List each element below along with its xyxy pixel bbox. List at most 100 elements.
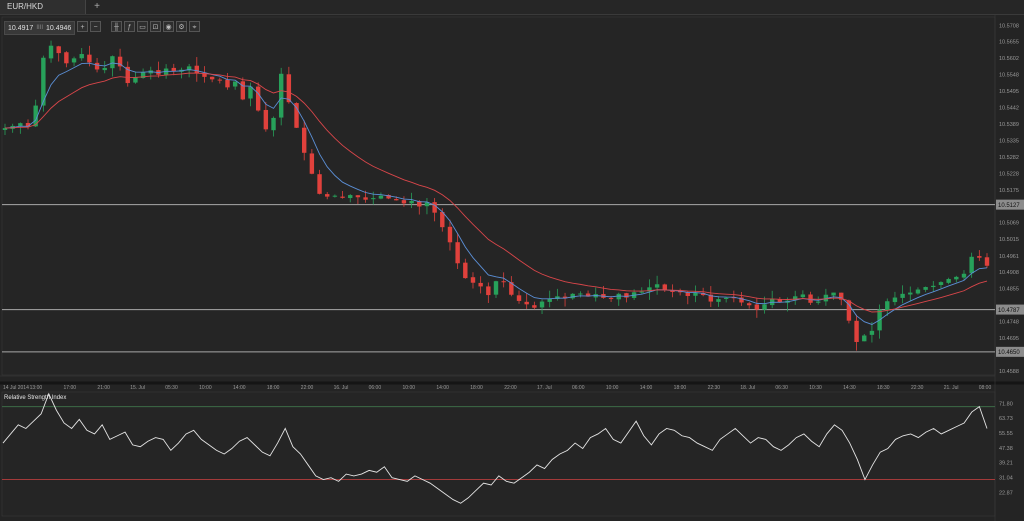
time-tick-label: 18:00 <box>674 385 687 391</box>
candle-body <box>401 200 407 204</box>
chart-style-icon[interactable]: ╫ <box>111 21 122 32</box>
candle-body <box>654 284 660 288</box>
time-tick-label: 22:30 <box>911 385 924 391</box>
time-tick-label: 21:00 <box>97 385 110 391</box>
objects-icon[interactable]: ▭ <box>137 21 148 32</box>
zoom-out-icon[interactable]: − <box>90 21 101 32</box>
candle-body <box>225 79 230 88</box>
candle-body <box>547 298 552 302</box>
candle-body <box>417 201 422 207</box>
chart-canvas[interactable]: 10.5127 10.4787 10.4650 10.5708 10.5655 10.56… <box>0 15 1024 521</box>
zoom-in-icon[interactable]: + <box>77 21 88 32</box>
candle-body <box>938 282 944 285</box>
candle-body <box>839 292 844 300</box>
quote-separator: IIII <box>36 25 43 31</box>
price-tick-label: 10.4588 <box>999 369 1019 375</box>
candle-body <box>309 153 315 174</box>
candle-body <box>731 297 737 299</box>
price-tick-label: 10.5655 <box>999 40 1019 46</box>
rsi-title: Relative Strength Index <box>4 395 66 401</box>
indicators-icon[interactable]: ƒ <box>124 21 135 32</box>
rsi-tick-label: 63.73 <box>999 416 1013 422</box>
candle-body <box>977 256 982 258</box>
price-tick-label: 10.4961 <box>999 254 1019 260</box>
time-tick-label: 17. Jul <box>537 385 552 391</box>
candle-body <box>171 67 176 72</box>
candle-body <box>271 117 276 131</box>
candle-body <box>71 58 77 63</box>
candle-body <box>700 293 706 296</box>
settings-icon[interactable]: ⚙ <box>176 21 187 32</box>
candle-body <box>56 46 61 54</box>
time-tick-label: 15. Jul <box>130 385 145 391</box>
candle-body <box>79 54 84 59</box>
candle-body <box>455 242 460 264</box>
candle-body <box>486 286 491 296</box>
price-level-label: 10.4787 <box>998 308 1020 314</box>
candle-body <box>662 284 667 291</box>
candle-body <box>539 301 545 308</box>
candle-body <box>470 277 476 283</box>
candle-body <box>746 303 752 306</box>
tab-eurhkd[interactable]: EUR/HKD <box>0 0 86 14</box>
candle-body <box>332 195 338 197</box>
ma-slow-line <box>4 72 988 313</box>
candle-body <box>831 292 836 296</box>
time-tick-label: 13:00 <box>30 385 43 391</box>
rsi-tick-label: 39.21 <box>999 461 1013 467</box>
time-tick-label: 10:00 <box>606 385 619 391</box>
time-tick-label: 22:30 <box>708 385 721 391</box>
time-tick-label: 14 Jul 2014 <box>3 385 29 391</box>
template-icon[interactable]: ⊡ <box>150 21 161 32</box>
candle-body <box>516 295 522 301</box>
candle-body <box>302 127 307 153</box>
candle-body <box>186 66 192 71</box>
candle-body <box>908 292 913 295</box>
crosshair-icon[interactable]: ⌖ <box>189 21 200 32</box>
rsi-tick-label: 55.55 <box>999 431 1013 437</box>
time-tick-label: 18:00 <box>470 385 483 391</box>
chart-area[interactable]: 10.5127 10.4787 10.4650 10.5708 10.5655 10.56… <box>0 15 1024 521</box>
price-tick-label: 10.5282 <box>999 155 1019 161</box>
candle-body <box>232 81 238 87</box>
candle-body <box>194 65 199 74</box>
price-tick-label: 10.5708 <box>999 23 1019 29</box>
price-level-badge <box>996 199 1024 210</box>
candle-body <box>478 282 483 287</box>
price-tick-label: 10.5228 <box>999 171 1019 177</box>
candle-body <box>816 301 821 303</box>
price-tick-label: 10.5335 <box>999 138 1019 144</box>
time-tick-label: 18:30 <box>877 385 890 391</box>
time-tick-label: 18:00 <box>267 385 280 391</box>
price-tick-label: 10.4855 <box>999 287 1019 293</box>
candle-body <box>41 57 46 106</box>
candle-body <box>286 74 292 103</box>
add-tab-button[interactable]: + <box>94 1 100 12</box>
candle-body <box>900 293 905 298</box>
candle-body <box>739 297 744 303</box>
candle-body <box>854 320 859 342</box>
price-level-label: 10.5127 <box>998 203 1020 209</box>
screenshot-icon[interactable]: ◉ <box>163 21 174 32</box>
candle-body <box>685 292 690 296</box>
candle-body <box>25 122 31 127</box>
candle-body <box>716 299 721 302</box>
candle-body <box>202 72 207 77</box>
time-tick-label: 22:00 <box>301 385 314 391</box>
candle-body <box>209 76 215 80</box>
bid-price: 10.4917 <box>8 24 34 32</box>
candle-body <box>931 285 936 288</box>
candle-body <box>325 194 330 197</box>
candle-body <box>585 293 591 297</box>
rsi-panel <box>1 391 996 517</box>
candle-body <box>915 289 921 294</box>
time-tick-label: 06:00 <box>369 385 382 391</box>
candle-body <box>800 294 806 298</box>
rsi-tick-label: 71.80 <box>999 401 1013 407</box>
candle-body <box>378 195 384 199</box>
price-tick-label: 10.5602 <box>999 56 1019 62</box>
candle-body <box>639 291 644 293</box>
price-tick-label: 10.5175 <box>999 188 1019 194</box>
price-tick-label: 10.5069 <box>999 221 1019 227</box>
candle-body <box>969 256 974 274</box>
